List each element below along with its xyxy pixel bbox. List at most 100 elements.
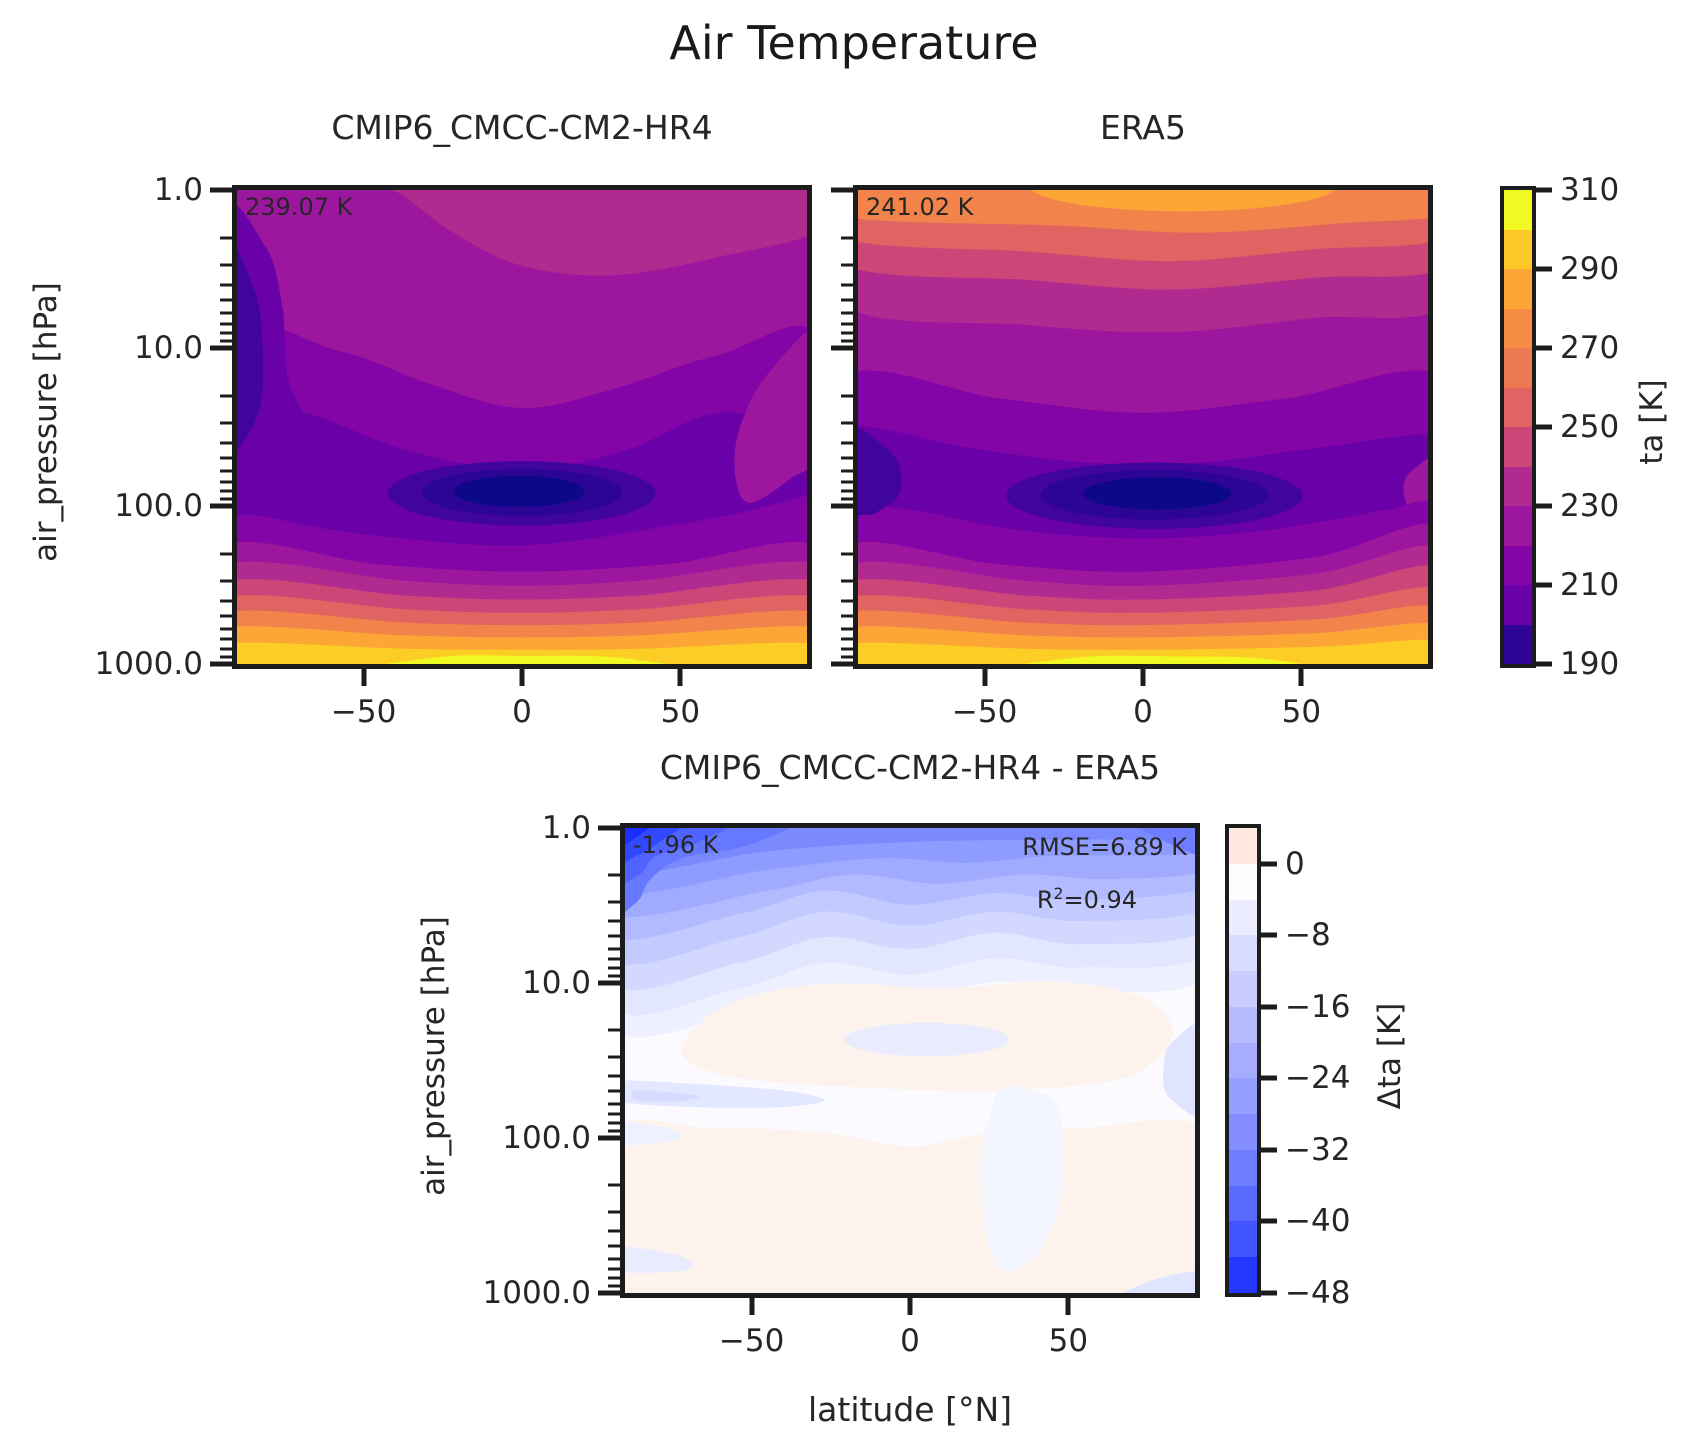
x-tick-label: 0 (512, 694, 532, 730)
figure-title: Air Temperature (669, 16, 1039, 70)
y-minor-tick (220, 421, 232, 425)
contour-band (1023, 655, 1304, 664)
y-minor-tick (608, 1267, 620, 1271)
y-minor-tick (841, 421, 853, 425)
y-minor-tick (608, 1121, 620, 1125)
y-tick-label: 1.0 (153, 172, 203, 208)
colorbar-tick-label: 290 (1560, 251, 1620, 288)
y-minor-tick (608, 947, 620, 951)
x-tick-label: 50 (1281, 694, 1322, 730)
x-major-tick (361, 664, 367, 686)
contour-band (1138, 828, 1195, 855)
y-major-tick (210, 187, 232, 193)
colorbar-segment (1504, 427, 1532, 467)
y-minor-tick (841, 339, 853, 343)
x-major-tick (907, 1293, 913, 1315)
y-major-tick (210, 345, 232, 351)
contour-band (1031, 190, 1335, 212)
contour-panel-model: 239.07 K 1.0 10.0 100.0 1000.0 −50 0 50 (95, 172, 812, 730)
contour-band (625, 828, 1195, 876)
colorbar-segment (1229, 1042, 1257, 1079)
colorbar-tick (1532, 187, 1552, 193)
colorbar-tick-label: 230 (1560, 488, 1620, 525)
y-minor-tick (841, 579, 853, 583)
y-minor-tick (608, 1055, 620, 1059)
y-minor-tick (608, 1028, 620, 1032)
y-major-tick (210, 503, 232, 509)
y-major-tick (831, 661, 853, 667)
y-minor-tick (220, 637, 232, 641)
colorbar-tick (1532, 661, 1552, 667)
contour-band (237, 205, 341, 545)
y-minor-tick (220, 263, 232, 267)
y-minor-tick (608, 1210, 620, 1214)
x-major-tick (1298, 664, 1304, 686)
y-minor-tick (220, 579, 232, 583)
mean-annotation-ref: 241.02 K (866, 193, 974, 221)
y-minor-tick (841, 236, 853, 240)
x-tick-label: 50 (660, 694, 701, 730)
y-minor-tick (608, 1089, 620, 1093)
colorbar-tick-label: 210 (1560, 566, 1620, 603)
x-tick-label: −50 (330, 694, 397, 730)
colorbar-segment (1229, 935, 1257, 972)
colorbar-tick (1257, 1147, 1277, 1153)
y-major-tick (831, 503, 853, 509)
x-tick-label: −50 (718, 1323, 785, 1359)
x-major-tick (982, 664, 988, 686)
y-minor-tick (608, 1244, 620, 1248)
panel-title-ref: ERA5 (1099, 108, 1186, 147)
y-tick-label: 1000.0 (94, 646, 203, 682)
y-major-tick (598, 980, 620, 986)
contour-band (1163, 1023, 1195, 1117)
y-major-tick (598, 825, 620, 831)
x-tick-label: −50 (951, 694, 1018, 730)
y-tick-label: 100.0 (114, 488, 203, 525)
colorbar-segment (1504, 308, 1532, 348)
y-minor-tick (220, 441, 232, 445)
colorbar-tick-label: 310 (1560, 172, 1620, 208)
y-minor-tick (220, 655, 232, 659)
colorbar-tick (1257, 1004, 1277, 1010)
colorbar-tick (1257, 1218, 1277, 1224)
colorbar-delta-ta: 0 −8 −16 −24 −32 −40 −48 (1225, 824, 1350, 1311)
contour-band (980, 1086, 1064, 1272)
y-minor-tick (220, 298, 232, 302)
y-tick-label: 10.0 (133, 329, 203, 366)
colorbar-tick-label: −16 (1285, 988, 1351, 1025)
contour-band (237, 247, 263, 451)
colorbar-tick (1257, 1075, 1277, 1081)
colorbar-tick-label: −24 (1285, 1060, 1351, 1097)
contour-band (625, 1121, 682, 1146)
colorbar-segment (1229, 1078, 1257, 1115)
colorbar-segment (1504, 348, 1532, 388)
colorbar-segment (1504, 190, 1532, 230)
colorbar-segment (1229, 899, 1257, 936)
contour-band (858, 427, 902, 520)
y-minor-tick (608, 1112, 620, 1116)
y-minor-tick (220, 311, 232, 315)
contour-plot-bias (625, 828, 1195, 1293)
y-minor-tick (841, 331, 853, 335)
colorbar-segment (1229, 1257, 1257, 1293)
y-minor-tick (841, 627, 853, 631)
y-minor-tick (608, 1276, 620, 1280)
y-minor-tick (220, 322, 232, 326)
y-tick-label: 10.0 (521, 964, 591, 1001)
y-minor-tick (220, 469, 232, 473)
colorbar-tick-label: −8 (1285, 917, 1331, 954)
y-minor-tick (841, 322, 853, 326)
y-minor-tick (608, 1257, 620, 1261)
contour-band (858, 639, 1428, 664)
y-minor-tick (608, 1284, 620, 1288)
colorbar-segment (1229, 863, 1257, 900)
y-minor-tick (220, 599, 232, 603)
y-minor-tick (608, 934, 620, 938)
contour-band (237, 642, 807, 664)
colorbar-tick-label: 270 (1560, 329, 1620, 366)
panel-title-model: CMIP6_CMCC-CM2-HR4 (331, 108, 713, 147)
y-minor-tick (841, 647, 853, 651)
contour-plot-ref (858, 190, 1428, 664)
y-major-tick (210, 661, 232, 667)
colorbar-tick (1257, 861, 1277, 867)
